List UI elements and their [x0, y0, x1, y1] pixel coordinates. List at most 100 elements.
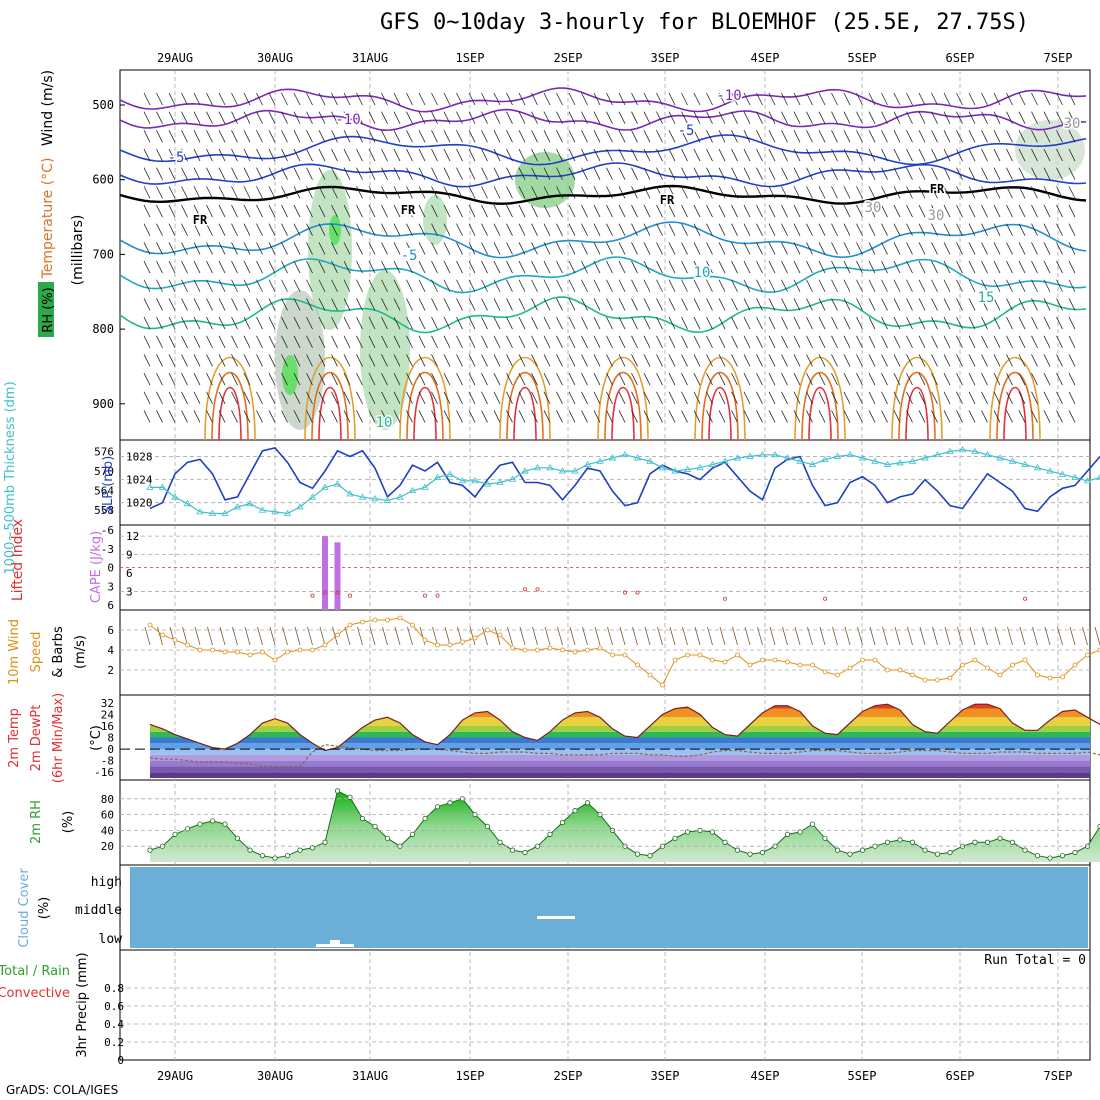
wind-barb [843, 260, 851, 274]
wind-barb [968, 186, 976, 199]
wind-barb [456, 260, 463, 274]
wind-barb [343, 148, 351, 162]
thickness-point [596, 457, 604, 464]
wind-barb [756, 204, 763, 218]
wind-barb [768, 298, 776, 311]
wind-barb [431, 298, 438, 311]
wind-barb [806, 186, 813, 199]
wind-barb [581, 186, 588, 199]
wind-barb [993, 372, 1001, 386]
wind-barb [693, 167, 701, 180]
thickness-point [521, 467, 529, 474]
thickness-point [183, 499, 192, 507]
wind-barb [743, 279, 751, 292]
wind-barb [706, 223, 713, 236]
temperature-contour [318, 387, 342, 441]
wind-barb [256, 391, 263, 404]
wind-barb [869, 626, 876, 646]
wind-barb [756, 223, 763, 236]
wind-barb [281, 92, 288, 106]
wind-barb [506, 130, 513, 143]
wind-barb [693, 410, 701, 423]
rh-area [150, 790, 1100, 862]
wind-barb [731, 130, 738, 143]
y-axis-label-barbs: & Barbs [51, 626, 66, 678]
wind-barb [656, 354, 663, 367]
wind-barb [568, 372, 576, 386]
temperature-contour [794, 356, 846, 441]
wind-barb [318, 167, 326, 180]
wind-barb [793, 410, 801, 423]
wind-barb [1031, 242, 1038, 255]
wind-barb [818, 354, 826, 367]
rh-point [234, 835, 241, 841]
wind-barb [931, 279, 938, 292]
wind-barb [331, 260, 338, 274]
wind-barb [793, 167, 801, 180]
wind-barb [793, 130, 801, 143]
wind-barb [932, 626, 938, 646]
wind-barb [893, 410, 901, 423]
wind-barb [468, 316, 476, 330]
wind-barb [743, 354, 751, 367]
wind-barb [506, 204, 513, 218]
wind-barb [968, 242, 976, 255]
wind-barb [668, 130, 676, 143]
wind-barb [1068, 242, 1076, 255]
thickness-point [396, 493, 404, 500]
cloud-gap-low [330, 940, 340, 944]
wind-barb [281, 298, 288, 311]
wind-barb [943, 391, 951, 404]
wind-barb [393, 111, 401, 124]
wind-barb [206, 298, 213, 311]
wind-barb [568, 260, 576, 274]
wind-barb [306, 148, 313, 162]
wind-barb [168, 354, 176, 367]
wind-barb [731, 186, 738, 199]
wind-barb [1006, 354, 1013, 367]
wind-barb [156, 372, 163, 386]
wind-barb [218, 260, 226, 274]
wind-barb [431, 242, 438, 255]
wind-barb [256, 167, 263, 180]
wind-barb [893, 223, 901, 236]
wind-barb [418, 223, 426, 236]
wind-barb [606, 354, 613, 367]
wind-barb [568, 354, 576, 367]
wind-barb [268, 242, 276, 255]
wind-barb [243, 316, 251, 330]
wind-barb [543, 223, 551, 236]
wind-barb [731, 111, 738, 124]
wind-barb [956, 372, 963, 386]
wind-barb [881, 279, 888, 292]
wind-barb [707, 626, 713, 646]
wind-barb [318, 279, 326, 292]
wind-barb [931, 186, 938, 199]
wind-barb [1043, 223, 1051, 236]
wind-barb [293, 260, 301, 274]
wind-barb [181, 260, 188, 274]
wind-barb [918, 242, 926, 255]
wind-barb [168, 316, 176, 330]
wind-barb [356, 242, 363, 255]
wind-barb [568, 279, 576, 292]
wind-barb [518, 391, 526, 404]
wind-barb [468, 260, 476, 274]
wind-barb [268, 204, 276, 218]
wind-barb [306, 92, 313, 106]
cape-tick-label: 3 [126, 586, 133, 599]
li-point [335, 590, 340, 595]
rh-point [809, 821, 816, 827]
wind-barb [243, 92, 251, 106]
wind-barb [482, 626, 488, 646]
wind-barb [981, 391, 988, 404]
wind-barb [381, 391, 388, 404]
wind-barb [818, 223, 826, 236]
wind-barb [1068, 92, 1076, 106]
wind-barb [168, 148, 176, 162]
thickness-point [383, 496, 392, 503]
thickness-point [333, 480, 342, 487]
wind-barb [943, 130, 951, 143]
wind-barb [856, 316, 863, 330]
